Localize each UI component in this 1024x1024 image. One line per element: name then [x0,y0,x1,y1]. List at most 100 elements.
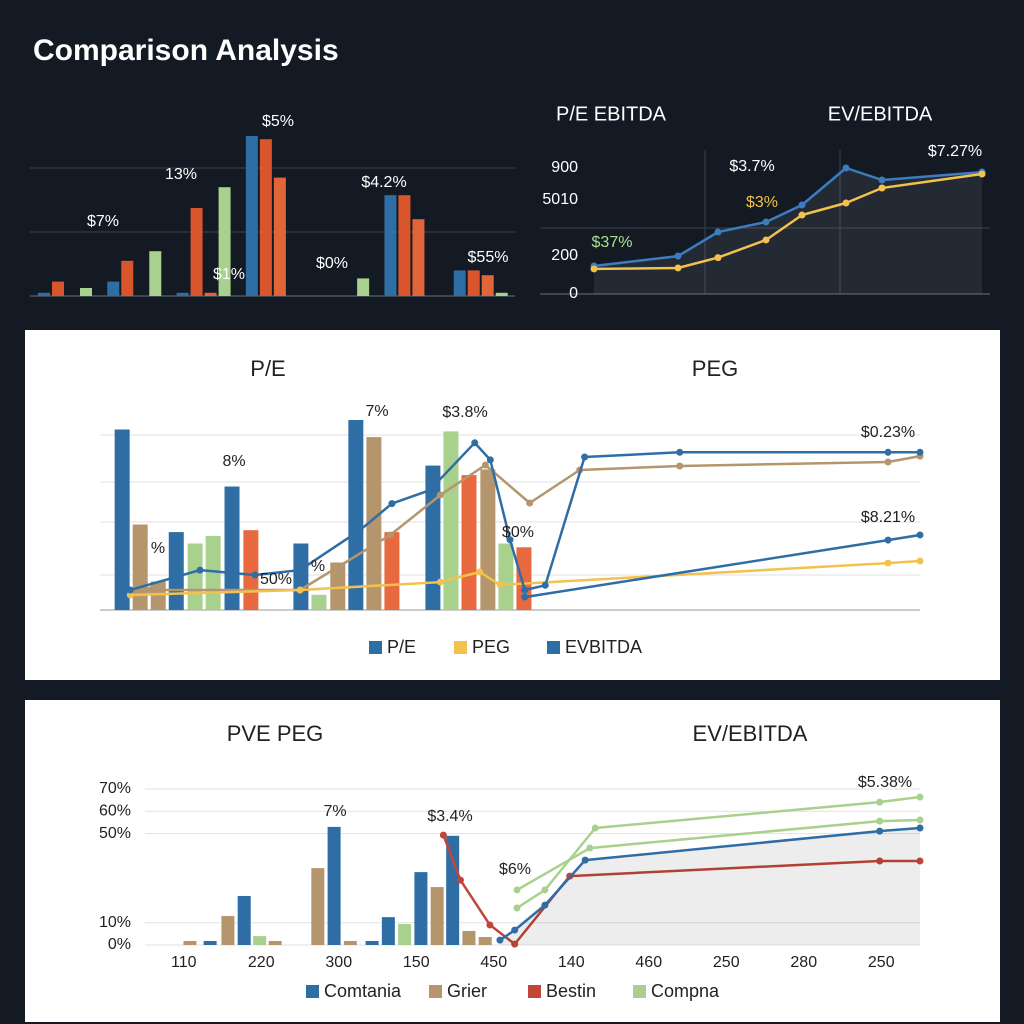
annotation: $3.4% [427,808,472,825]
legend-label: P/E [387,637,416,657]
point [581,453,589,461]
legend-swatch [633,985,646,998]
legend-label: Bestin [546,981,596,1001]
panel-heading: EV/EBITDA [828,103,933,125]
bar [218,187,231,296]
annotation: $3.7% [729,158,774,175]
point [581,856,589,864]
point [916,448,924,456]
area [594,168,982,294]
bar [467,270,480,296]
point [798,201,806,209]
point [296,586,304,594]
annotation: 7% [365,403,388,420]
bar [224,486,240,610]
bar [480,469,496,610]
point [876,817,884,825]
point [388,500,396,508]
point [486,921,494,929]
bar [384,195,397,296]
point [714,228,722,236]
bar [150,581,166,610]
bar [253,936,267,945]
bar [221,916,235,945]
area [499,828,920,945]
point [876,827,884,835]
bar [168,532,184,610]
panel-heading: P/E [250,356,285,381]
legend-label: PEG [472,637,510,657]
x-tick-label: 140 [558,954,585,971]
legend-swatch [454,641,467,654]
line [150,454,921,592]
bar [187,543,203,610]
point [296,566,304,574]
bar [481,275,494,296]
bar [183,940,197,945]
annotation: $37% [592,234,633,251]
annotation: $0% [502,524,534,541]
point [978,170,986,178]
bar [495,292,508,296]
bar [52,281,64,296]
point [513,886,521,894]
bar [348,420,364,610]
annotation: $7.27% [928,143,982,160]
point [496,581,504,589]
point [878,176,886,184]
bar [114,429,130,610]
point [878,184,886,192]
bar [357,278,370,296]
annotation: $55% [468,249,509,266]
annotation: 7% [323,803,346,820]
y-axis-label: 200 [551,247,578,264]
point [916,557,924,565]
point [511,926,519,934]
point [486,456,494,464]
point [511,940,519,948]
bar [430,887,444,945]
bar [259,139,272,296]
legend-label: Compna [651,981,720,1001]
point [426,486,434,494]
bar [446,835,460,945]
bar [121,260,134,296]
point [916,531,924,539]
point [798,211,806,219]
line [593,172,983,271]
point [521,586,529,594]
annotation: $6% [499,861,531,878]
bar [412,219,425,296]
point [439,831,447,839]
point [126,591,134,599]
x-tick-label: 250 [713,954,740,971]
bar [176,292,189,296]
x-tick-label: 450 [480,954,507,971]
point [586,844,594,852]
annotation: $5.38% [858,774,912,791]
bar [443,431,459,610]
point [541,901,549,909]
x-tick-label: 280 [790,954,817,971]
bar [293,543,309,610]
bar [311,594,327,610]
point [481,461,489,469]
point [916,816,924,824]
point [591,824,599,832]
legend-swatch [429,985,442,998]
point [471,439,479,447]
annotation: $3.8% [442,404,487,421]
bar [478,936,492,945]
point [126,586,134,594]
point [541,581,549,589]
point [876,857,884,865]
bar [80,288,92,296]
legend-swatch [528,985,541,998]
point [676,448,684,456]
legend-label: EVBITDA [565,637,642,657]
bar [366,437,382,610]
point [916,857,924,865]
legend-label: Comtania [324,981,402,1001]
